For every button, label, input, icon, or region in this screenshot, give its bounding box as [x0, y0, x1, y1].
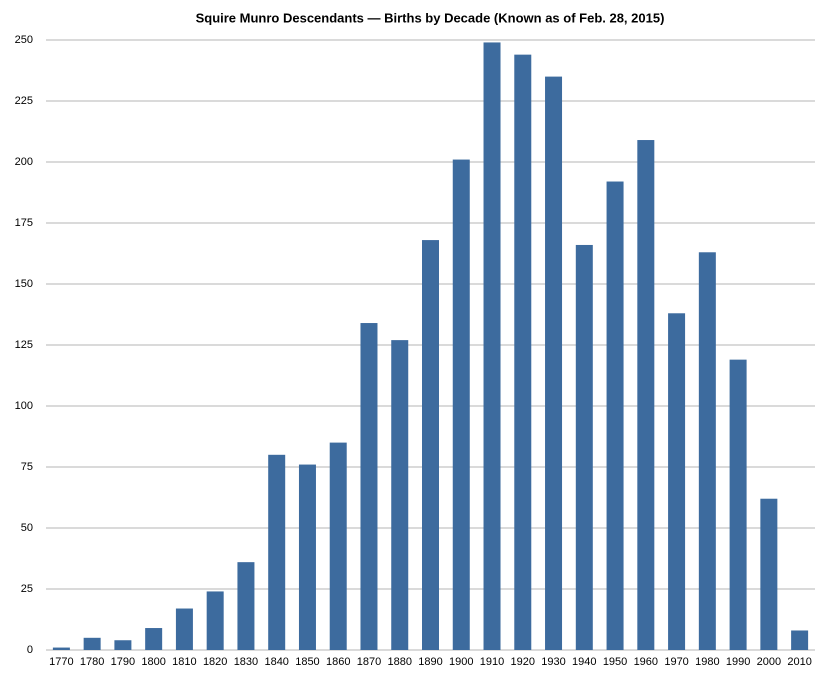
- x-tick-label: 1770: [49, 656, 73, 668]
- bar: [298, 464, 316, 650]
- x-tick-label: 1870: [357, 656, 381, 668]
- x-tick-label: 1900: [449, 656, 473, 668]
- y-tick-label: 150: [15, 278, 33, 290]
- bar: [668, 313, 686, 650]
- y-tick-label: 100: [15, 400, 33, 412]
- x-tick-label: 2000: [757, 656, 781, 668]
- y-tick-label: 75: [21, 461, 33, 473]
- bar: [391, 340, 409, 650]
- bar: [760, 498, 778, 650]
- x-tick-label: 1830: [234, 656, 258, 668]
- bar: [52, 647, 70, 650]
- bar: [175, 608, 193, 650]
- x-tick-label: 1820: [203, 656, 227, 668]
- bar: [791, 630, 809, 650]
- bar: [114, 640, 132, 650]
- bar: [360, 323, 378, 650]
- y-tick-label: 50: [21, 522, 33, 534]
- y-tick-label: 175: [15, 217, 33, 229]
- x-tick-label: 1950: [603, 656, 627, 668]
- x-tick-label: 1800: [141, 656, 165, 668]
- bar: [729, 359, 747, 650]
- y-tick-label: 225: [15, 95, 33, 107]
- x-tick-label: 1790: [111, 656, 135, 668]
- bar: [422, 240, 439, 650]
- bar: [514, 54, 532, 650]
- x-tick-label: 1940: [572, 656, 596, 668]
- x-tick-label: 1920: [511, 656, 535, 668]
- bar: [329, 442, 347, 650]
- x-tick-label: 1990: [726, 656, 750, 668]
- bar: [637, 140, 655, 651]
- y-tick-label: 25: [21, 583, 33, 595]
- y-tick-label: 0: [27, 644, 33, 656]
- bar: [575, 244, 593, 650]
- x-tick-label: 1860: [326, 656, 350, 668]
- y-tick-label: 200: [15, 156, 33, 168]
- bar: [237, 562, 255, 650]
- bar: [545, 76, 563, 651]
- y-tick-label: 125: [15, 339, 33, 351]
- x-tick-label: 1890: [418, 656, 442, 668]
- x-tick-label: 2010: [787, 656, 811, 668]
- bar: [483, 42, 501, 650]
- x-tick-label: 1910: [480, 656, 504, 668]
- chart-title: Squire Munro Descendants — Births by Dec…: [196, 10, 665, 25]
- bar: [83, 637, 101, 650]
- y-tick-label: 250: [15, 34, 33, 46]
- bar: [698, 252, 716, 650]
- x-tick-label: 1980: [695, 656, 719, 668]
- bar: [268, 454, 286, 650]
- x-tick-label: 1810: [172, 656, 196, 668]
- bar: [452, 159, 470, 650]
- x-tick-label: 1970: [664, 656, 688, 668]
- bar: [145, 628, 163, 650]
- x-tick-label: 1960: [634, 656, 658, 668]
- x-tick-label: 1850: [295, 656, 319, 668]
- bar: [606, 181, 624, 650]
- x-tick-label: 1780: [80, 656, 104, 668]
- bar: [206, 591, 224, 650]
- x-tick-label: 1930: [541, 656, 565, 668]
- x-tick-label: 1880: [387, 656, 411, 668]
- x-tick-label: 1840: [264, 656, 288, 668]
